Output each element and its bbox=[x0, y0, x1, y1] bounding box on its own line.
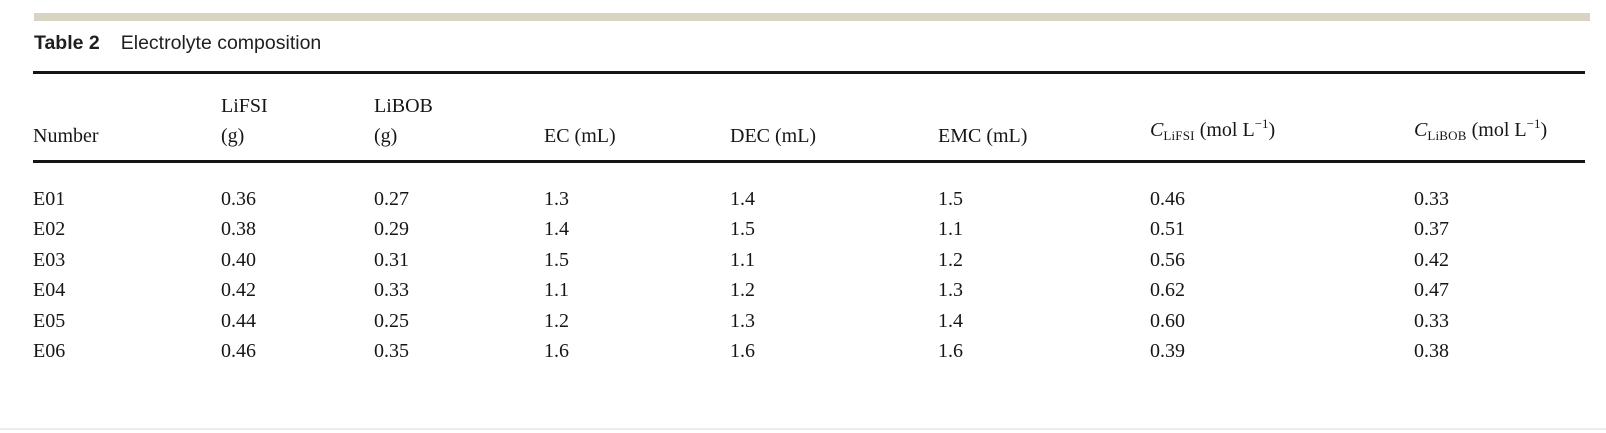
cell-dec: 1.6 bbox=[730, 340, 755, 362]
cell-c-libob: 0.33 bbox=[1414, 187, 1449, 210]
cell-ec: 1.1 bbox=[544, 279, 569, 301]
cell-dec: 1.5 bbox=[730, 218, 755, 240]
table-row-e01: E01 0.36 0.27 1.3 1.4 1.5 0.46 0.33 bbox=[33, 184, 1585, 215]
c-libob-superscript: −1 bbox=[1526, 116, 1541, 131]
cell-c-libob: 0.47 bbox=[1414, 279, 1449, 301]
c-libob-symbol: C bbox=[1414, 119, 1428, 141]
c-libob-unit-close: ) bbox=[1540, 119, 1548, 141]
cell-c-libob: 0.42 bbox=[1414, 248, 1449, 271]
cell-emc: 1.1 bbox=[938, 218, 963, 240]
table-row-e02: E02 0.38 0.29 1.4 1.5 1.1 0.51 0.37 bbox=[33, 214, 1585, 245]
cell-lifsi-g: 0.46 bbox=[221, 340, 256, 362]
cell-number: E04 bbox=[33, 279, 66, 301]
table-row-e05: E05 0.44 0.25 1.2 1.3 1.4 0.60 0.33 bbox=[33, 306, 1585, 337]
cell-number: E03 bbox=[33, 248, 66, 271]
table-header-row: Number LiFSI (g) LiBOB (g) EC (mL) DEC (… bbox=[33, 74, 1585, 161]
cell-dec: 1.1 bbox=[730, 248, 755, 271]
column-header-lifsi-line1: LiFSI bbox=[221, 95, 268, 117]
cell-emc: 1.4 bbox=[938, 309, 963, 332]
table-title-label: Table 2 bbox=[34, 32, 100, 54]
cell-number: E02 bbox=[33, 218, 66, 240]
column-header-libob-g: LiBOB (g) bbox=[374, 91, 544, 151]
table-body: E01 0.36 0.27 1.3 1.4 1.5 0.46 0.33 E02 … bbox=[33, 163, 1585, 383]
column-header-ec: EC (mL) bbox=[544, 125, 616, 147]
column-header-libob-line2: (g) bbox=[374, 125, 398, 147]
c-libob-unit-open: (mol L bbox=[1466, 119, 1527, 141]
electrolyte-table: Number LiFSI (g) LiBOB (g) EC (mL) DEC (… bbox=[33, 71, 1585, 383]
table-title-text: Electrolyte composition bbox=[120, 32, 322, 54]
table-row-e04: E04 0.42 0.33 1.1 1.2 1.3 0.62 0.47 bbox=[33, 275, 1585, 306]
cell-c-lifsi: 0.60 bbox=[1150, 309, 1185, 332]
cell-dec: 1.4 bbox=[730, 187, 755, 210]
cell-libob-g: 0.35 bbox=[374, 340, 409, 362]
cell-libob-g: 0.31 bbox=[374, 248, 409, 271]
column-header-c-lifsi: CLiFSI (mol L−1) bbox=[1150, 109, 1414, 151]
cell-number: E06 bbox=[33, 340, 66, 362]
cell-emc: 1.6 bbox=[938, 340, 963, 362]
c-lifsi-unit-open: (mol L bbox=[1194, 119, 1255, 141]
cell-ec: 1.2 bbox=[544, 309, 569, 332]
cell-emc: 1.3 bbox=[938, 279, 963, 301]
cell-c-lifsi: 0.51 bbox=[1150, 218, 1185, 240]
cell-c-lifsi: 0.46 bbox=[1150, 187, 1185, 210]
column-header-emc: EMC (mL) bbox=[938, 125, 1028, 147]
cell-lifsi-g: 0.38 bbox=[221, 218, 256, 240]
cell-libob-g: 0.29 bbox=[374, 218, 409, 240]
cell-ec: 1.5 bbox=[544, 248, 569, 271]
cell-lifsi-g: 0.42 bbox=[221, 279, 256, 301]
table-row-e03: E03 0.40 0.31 1.5 1.1 1.2 0.56 0.42 bbox=[33, 245, 1585, 276]
cell-ec: 1.6 bbox=[544, 340, 569, 362]
table-top-rule bbox=[33, 71, 1585, 74]
cell-c-lifsi: 0.56 bbox=[1150, 248, 1185, 271]
cell-number: E05 bbox=[33, 309, 66, 332]
cell-ec: 1.3 bbox=[544, 187, 569, 210]
c-lifsi-superscript: −1 bbox=[1254, 116, 1269, 131]
table-title: Table 2 Electrolyte composition bbox=[34, 32, 321, 55]
table-header-rule bbox=[33, 160, 1585, 163]
column-header-libob-line1: LiBOB bbox=[374, 95, 433, 117]
c-lifsi-unit-close: ) bbox=[1268, 119, 1276, 141]
accent-bar bbox=[34, 13, 1590, 21]
table-row-e06: E06 0.46 0.35 1.6 1.6 1.6 0.39 0.38 bbox=[33, 336, 1585, 367]
cell-lifsi-g: 0.36 bbox=[221, 187, 256, 210]
cell-libob-g: 0.33 bbox=[374, 279, 409, 301]
cell-c-libob: 0.33 bbox=[1414, 309, 1449, 332]
cell-libob-g: 0.27 bbox=[374, 187, 409, 210]
c-lifsi-subscript: LiFSI bbox=[1163, 128, 1195, 143]
cell-dec: 1.3 bbox=[730, 309, 755, 332]
column-header-c-libob: CLiBOB (mol L−1) bbox=[1414, 109, 1585, 151]
cell-c-lifsi: 0.39 bbox=[1150, 340, 1185, 362]
cell-c-libob: 0.37 bbox=[1414, 218, 1449, 240]
cell-libob-g: 0.25 bbox=[374, 309, 409, 332]
cell-dec: 1.2 bbox=[730, 279, 755, 301]
cell-ec: 1.4 bbox=[544, 218, 569, 240]
cell-lifsi-g: 0.40 bbox=[221, 248, 256, 271]
column-header-number: Number bbox=[33, 125, 99, 147]
column-header-dec: DEC (mL) bbox=[730, 125, 817, 147]
column-header-lifsi-line2: (g) bbox=[221, 125, 245, 147]
page-bottom-divider bbox=[0, 428, 1606, 430]
cell-emc: 1.2 bbox=[938, 248, 963, 271]
cell-c-libob: 0.38 bbox=[1414, 340, 1449, 362]
c-lifsi-symbol: C bbox=[1150, 119, 1164, 141]
cell-emc: 1.5 bbox=[938, 187, 963, 210]
column-header-lifsi-g: LiFSI (g) bbox=[221, 91, 374, 151]
cell-c-lifsi: 0.62 bbox=[1150, 279, 1185, 301]
cell-lifsi-g: 0.44 bbox=[221, 309, 256, 332]
cell-number: E01 bbox=[33, 187, 66, 210]
c-libob-subscript: LiBOB bbox=[1427, 128, 1467, 143]
